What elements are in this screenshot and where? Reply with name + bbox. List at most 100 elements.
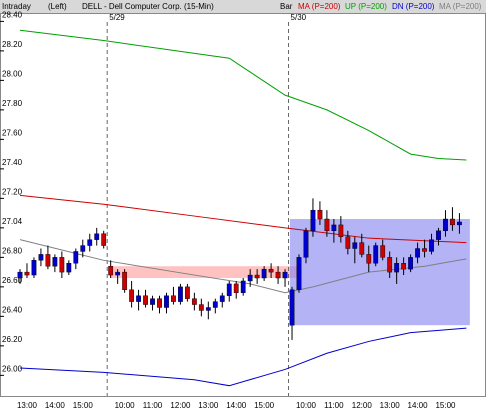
candle-body xyxy=(38,254,44,261)
chart-title: DELL - Dell Computer Corp. (15-Min) xyxy=(82,2,214,11)
day-break-label: 5/29 xyxy=(109,13,125,22)
candle-body xyxy=(143,295,148,305)
x-tick-label: 14:00 xyxy=(45,401,66,410)
y-tick-label: 27.60 xyxy=(2,128,23,137)
candle-body xyxy=(366,254,372,264)
x-tick-label: 10:00 xyxy=(115,401,136,410)
candle-body xyxy=(422,248,427,252)
chart-style: Bar xyxy=(280,2,293,11)
candle-body xyxy=(408,257,413,270)
x-tick-label: 10:00 xyxy=(296,401,317,410)
candle-body xyxy=(108,266,114,276)
y-tick-label: 26.60 xyxy=(2,276,23,285)
candle-body xyxy=(80,245,86,252)
candle-body xyxy=(178,286,183,302)
candle-body xyxy=(324,218,330,232)
candle-body xyxy=(394,263,400,273)
candle-body xyxy=(59,257,65,273)
candle-body xyxy=(122,271,128,291)
candle-body xyxy=(233,283,239,293)
candle-body xyxy=(359,242,365,255)
candle-body xyxy=(436,230,441,240)
last-price-box xyxy=(1,216,25,227)
legend-entry: MA (P=200) xyxy=(439,2,482,11)
candle-body xyxy=(219,295,225,302)
candle-body xyxy=(66,263,72,273)
indicator-line xyxy=(19,29,467,161)
candle-body xyxy=(247,274,253,282)
candle-body xyxy=(101,233,107,246)
x-tick-label: 14:00 xyxy=(226,401,247,410)
candle-body xyxy=(268,268,274,273)
candle-body xyxy=(331,224,337,232)
candle-body xyxy=(317,209,323,220)
candle-body xyxy=(226,283,232,296)
header-mode: Intraday xyxy=(2,2,31,11)
candle-body xyxy=(450,218,455,226)
candle-body xyxy=(457,221,462,226)
candle-body xyxy=(205,307,211,311)
candle-body xyxy=(415,248,420,258)
last-price-label: 27.04 xyxy=(2,217,23,226)
x-tick-label: 15:00 xyxy=(254,401,275,410)
candle-body xyxy=(401,263,407,270)
y-tick-label: 26.80 xyxy=(2,246,23,255)
legend-entry: UP (P=200) xyxy=(345,2,387,11)
candle-body xyxy=(429,239,434,252)
x-tick-label: 14:00 xyxy=(408,401,429,410)
candle-body xyxy=(282,271,288,279)
header-bar xyxy=(0,0,486,13)
candle-body xyxy=(94,233,100,240)
x-tick-label: 15:00 xyxy=(73,401,94,410)
candle-body xyxy=(443,218,448,232)
header-axis: (Left) xyxy=(48,2,67,11)
y-tick-label: 26.20 xyxy=(2,335,23,344)
candle-body xyxy=(345,236,351,249)
candle-body xyxy=(150,298,155,305)
candle-body xyxy=(310,209,316,232)
candle-body xyxy=(52,257,58,267)
candle-body xyxy=(73,251,79,264)
candle-body xyxy=(164,295,169,308)
candle-body xyxy=(289,289,295,326)
candle-body xyxy=(129,289,134,302)
candle-body xyxy=(157,298,162,308)
y-tick-label: 27.80 xyxy=(2,99,23,108)
shaded-region xyxy=(289,219,470,326)
y-tick-label: 26.00 xyxy=(2,364,23,373)
candle-body xyxy=(191,298,197,305)
candle-body xyxy=(240,280,246,293)
candle-body xyxy=(136,295,141,302)
candle-body xyxy=(115,271,121,276)
candle-body xyxy=(303,230,309,258)
x-tick-label: 13:00 xyxy=(380,401,401,410)
candle-body xyxy=(380,245,386,258)
y-tick-label: 28.20 xyxy=(2,40,23,49)
legend-entry: MA (P=200) xyxy=(298,2,341,11)
candle-body xyxy=(254,274,260,279)
candle-body xyxy=(296,257,302,291)
candle-body xyxy=(373,245,379,264)
indicator-line xyxy=(19,194,467,244)
candle-body xyxy=(31,260,37,276)
x-tick-label: 11:00 xyxy=(143,401,163,410)
shaded-region xyxy=(109,266,299,279)
candle-body xyxy=(87,239,93,246)
legend-entry: DN (P=200) xyxy=(392,2,435,11)
candle-body xyxy=(45,254,51,267)
y-tick-label: 28.00 xyxy=(2,69,23,78)
y-tick-label: 27.20 xyxy=(2,187,23,196)
x-tick-label: 12:00 xyxy=(170,401,191,410)
candle-body xyxy=(171,295,176,302)
plot-frame xyxy=(0,13,486,397)
y-tick-label: 26.40 xyxy=(2,305,23,314)
candle-body xyxy=(387,257,393,273)
candle-body xyxy=(212,301,218,308)
y-tick-label: 28.40 xyxy=(2,10,23,19)
candle-body xyxy=(275,271,281,279)
x-tick-label: 13:00 xyxy=(198,401,219,410)
x-tick-label: 11:00 xyxy=(324,401,344,410)
candle-body xyxy=(17,271,23,279)
candle-body xyxy=(261,268,267,279)
